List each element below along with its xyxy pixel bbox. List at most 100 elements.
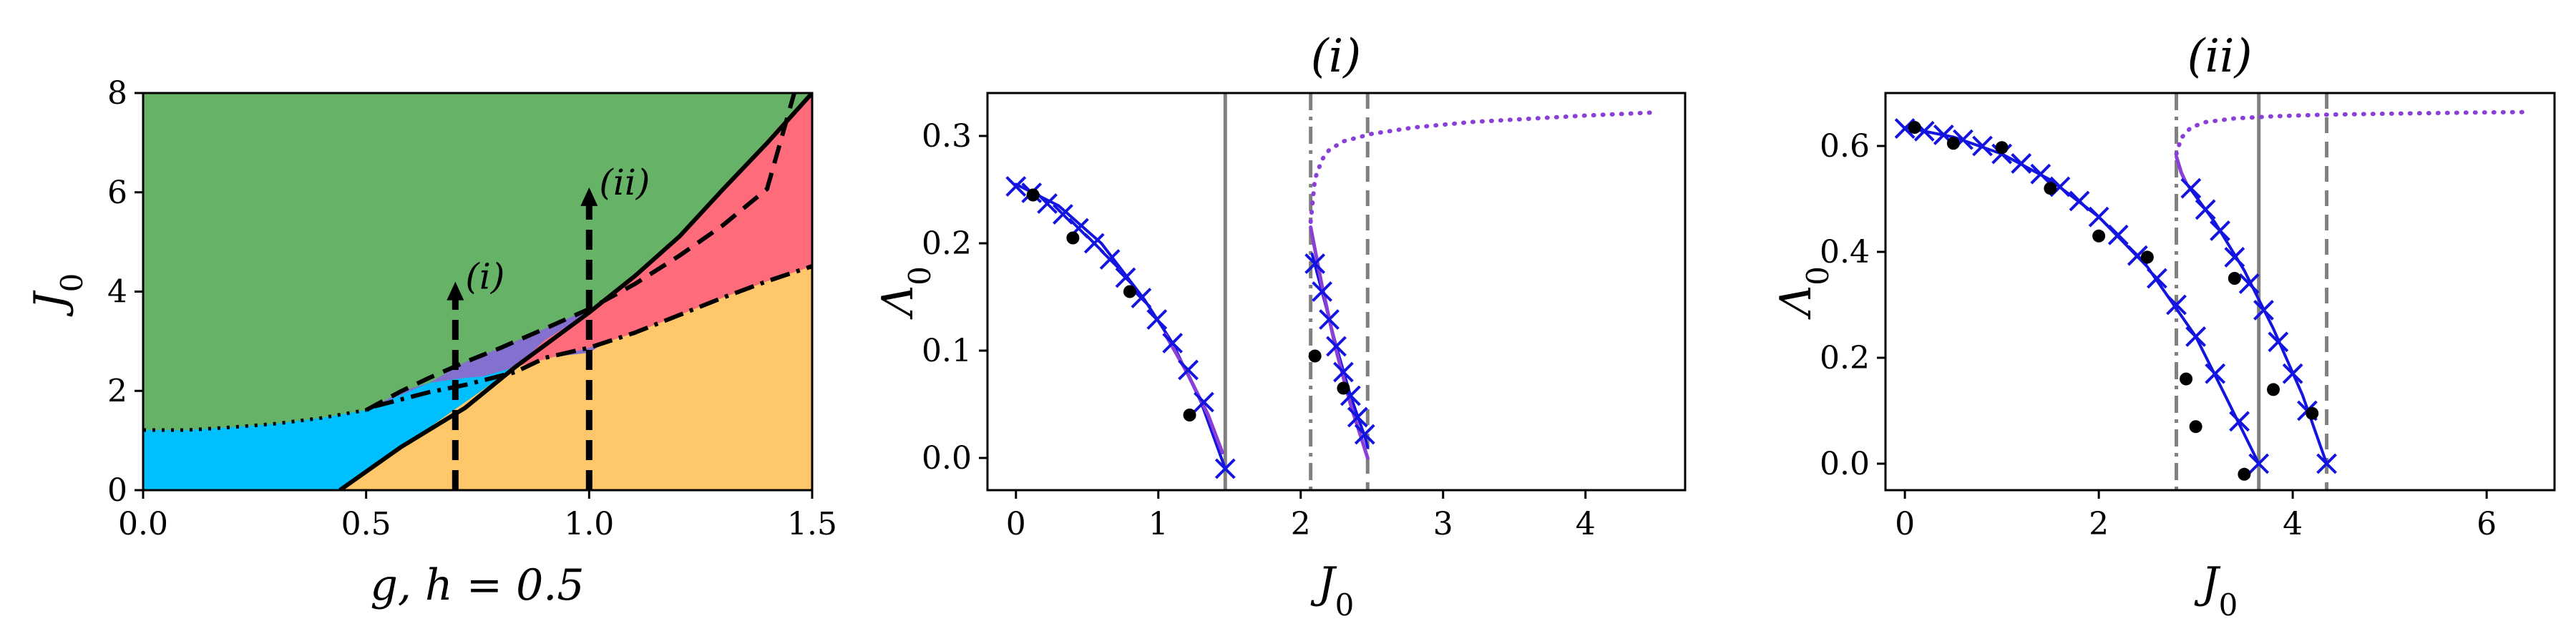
- cross-marker: [2316, 453, 2337, 474]
- dot-marker: [1946, 137, 1960, 150]
- x-tick-label: 2: [2089, 506, 2109, 542]
- x-tick-label: 0.0: [118, 506, 168, 542]
- panel-title: (i): [1311, 30, 1361, 83]
- series-solid-blue: [2185, 181, 2328, 465]
- cross-marker: [1083, 233, 1105, 254]
- markers-group: [1005, 176, 1375, 479]
- cross-marker: [2205, 363, 2226, 384]
- axis-ticks: 0.0 0.5 1.0 1.5 0 2 4 6 8: [107, 75, 837, 542]
- dot-marker: [1908, 121, 1921, 135]
- cross-marker: [2253, 299, 2274, 321]
- vertical-lines: [1223, 93, 1370, 490]
- cross-marker: [1312, 281, 1333, 302]
- y-axis-label: Λ0: [873, 266, 937, 320]
- x-tick-label: 0: [1895, 506, 1915, 542]
- x-axis-label: J0: [1310, 558, 1355, 623]
- y-tick-label: 0.6: [1820, 128, 1870, 165]
- dot-marker: [2189, 420, 2202, 434]
- series-group: [1903, 109, 2528, 465]
- cross-marker: [1304, 253, 1326, 274]
- axes-frame: [1884, 92, 2556, 492]
- cross-marker: [2030, 163, 2051, 185]
- cross-marker: [2147, 268, 2167, 289]
- cross-marker: [2229, 411, 2250, 432]
- x-tick-label: 6: [2477, 506, 2497, 542]
- cross-marker: [1162, 333, 1184, 353]
- y-axis-label: Λ0: [1771, 266, 1835, 320]
- cross-marker: [1333, 361, 1354, 383]
- cross-marker: [1194, 391, 1214, 413]
- y-tick-label: 0.2: [922, 225, 972, 262]
- series-solid-purple: [1163, 333, 1224, 454]
- cross-marker: [1099, 249, 1121, 270]
- x-tick-label: 4: [1576, 506, 1596, 542]
- cross-marker: [2268, 331, 2289, 353]
- region-red: [515, 93, 812, 367]
- cross-marker: [1178, 359, 1199, 381]
- cross-marker: [2224, 246, 2245, 268]
- cross-marker: [1319, 309, 1340, 330]
- y-tick-label: 2: [107, 373, 127, 409]
- y-tick-label: 8: [107, 75, 127, 112]
- cross-marker: [1326, 336, 1347, 357]
- series-solid-purple: [2175, 155, 2188, 185]
- dot-marker: [1066, 231, 1080, 245]
- dot-marker: [1183, 409, 1196, 421]
- dot-marker: [1308, 349, 1322, 363]
- cross-marker: [1115, 267, 1136, 288]
- y-tick-label: 0.1: [922, 333, 972, 369]
- y-tick-label: 0.0: [922, 440, 972, 477]
- boundary-solid: [338, 93, 812, 490]
- x-tick-label: 2: [1291, 506, 1311, 542]
- x-axis-label: J0: [2194, 558, 2238, 623]
- cross-marker: [1214, 458, 1236, 479]
- cross-marker: [2107, 224, 2129, 245]
- dot-marker: [1026, 188, 1040, 202]
- dot-marker: [2228, 272, 2241, 285]
- cross-marker: [2248, 453, 2270, 474]
- cross-marker: [1354, 424, 1375, 445]
- boundary-dashed: [365, 93, 796, 412]
- x-tick-label: 1: [1148, 506, 1169, 542]
- y-tick-label: 0.4: [1820, 234, 1870, 270]
- axis-ticks: 0 2 4 6 0.0 0.2 0.4 0.6: [1820, 128, 2497, 542]
- dot-marker: [2180, 372, 2193, 386]
- series-dotted-purple: [2174, 109, 2528, 157]
- cross-marker: [2180, 177, 2202, 199]
- axis-ticks: 0 1 2 3 4 0.0 0.1 0.2 0.3: [922, 118, 1596, 542]
- cross-marker: [2011, 153, 2032, 174]
- x-tick-label: 1.5: [787, 506, 837, 542]
- dot-marker: [1123, 285, 1136, 298]
- cross-marker: [1037, 193, 1058, 214]
- x-tick-label: 0.5: [341, 506, 391, 542]
- y-tick-label: 6: [107, 175, 127, 211]
- markers-group: [1894, 118, 2337, 481]
- dot-marker: [2044, 182, 2057, 195]
- annotation-arrow-head: [580, 187, 598, 206]
- cross-marker: [2166, 294, 2187, 316]
- y-tick-label: 0.3: [922, 118, 972, 155]
- dot-marker: [2092, 229, 2106, 243]
- dot-marker: [2306, 406, 2319, 420]
- lambda-panel-i: (i) 0 1 2 3 4 0.0 0.1 0.2 0.3 J0 Λ0: [873, 30, 1687, 623]
- lambda-panel-ii: (ii) 0 2 4 6 0.0 0.2 0.4 0.6 J0 Λ0: [1771, 30, 2556, 623]
- x-axis-label: g, h = 0.5: [370, 560, 584, 610]
- cross-marker: [2088, 206, 2109, 228]
- y-tick-label: 0: [107, 472, 127, 509]
- y-tick-label: 0.0: [1820, 446, 1870, 482]
- dot-marker: [2140, 250, 2154, 264]
- x-tick-label: 4: [2283, 506, 2303, 542]
- cross-marker: [2282, 363, 2303, 384]
- dot-marker: [2267, 383, 2280, 396]
- dot-marker: [1995, 141, 2009, 155]
- dot-marker: [1337, 381, 1350, 395]
- cross-marker: [1005, 176, 1027, 197]
- y-tick-label: 4: [107, 274, 127, 311]
- series-solid-blue: [1014, 182, 1227, 470]
- cross-marker: [2069, 190, 2090, 212]
- x-tick-label: 1.0: [564, 506, 614, 542]
- cross-marker: [2185, 326, 2207, 347]
- annotation-arrows: (i) (ii): [447, 162, 650, 490]
- boundary-dotted: [143, 408, 367, 432]
